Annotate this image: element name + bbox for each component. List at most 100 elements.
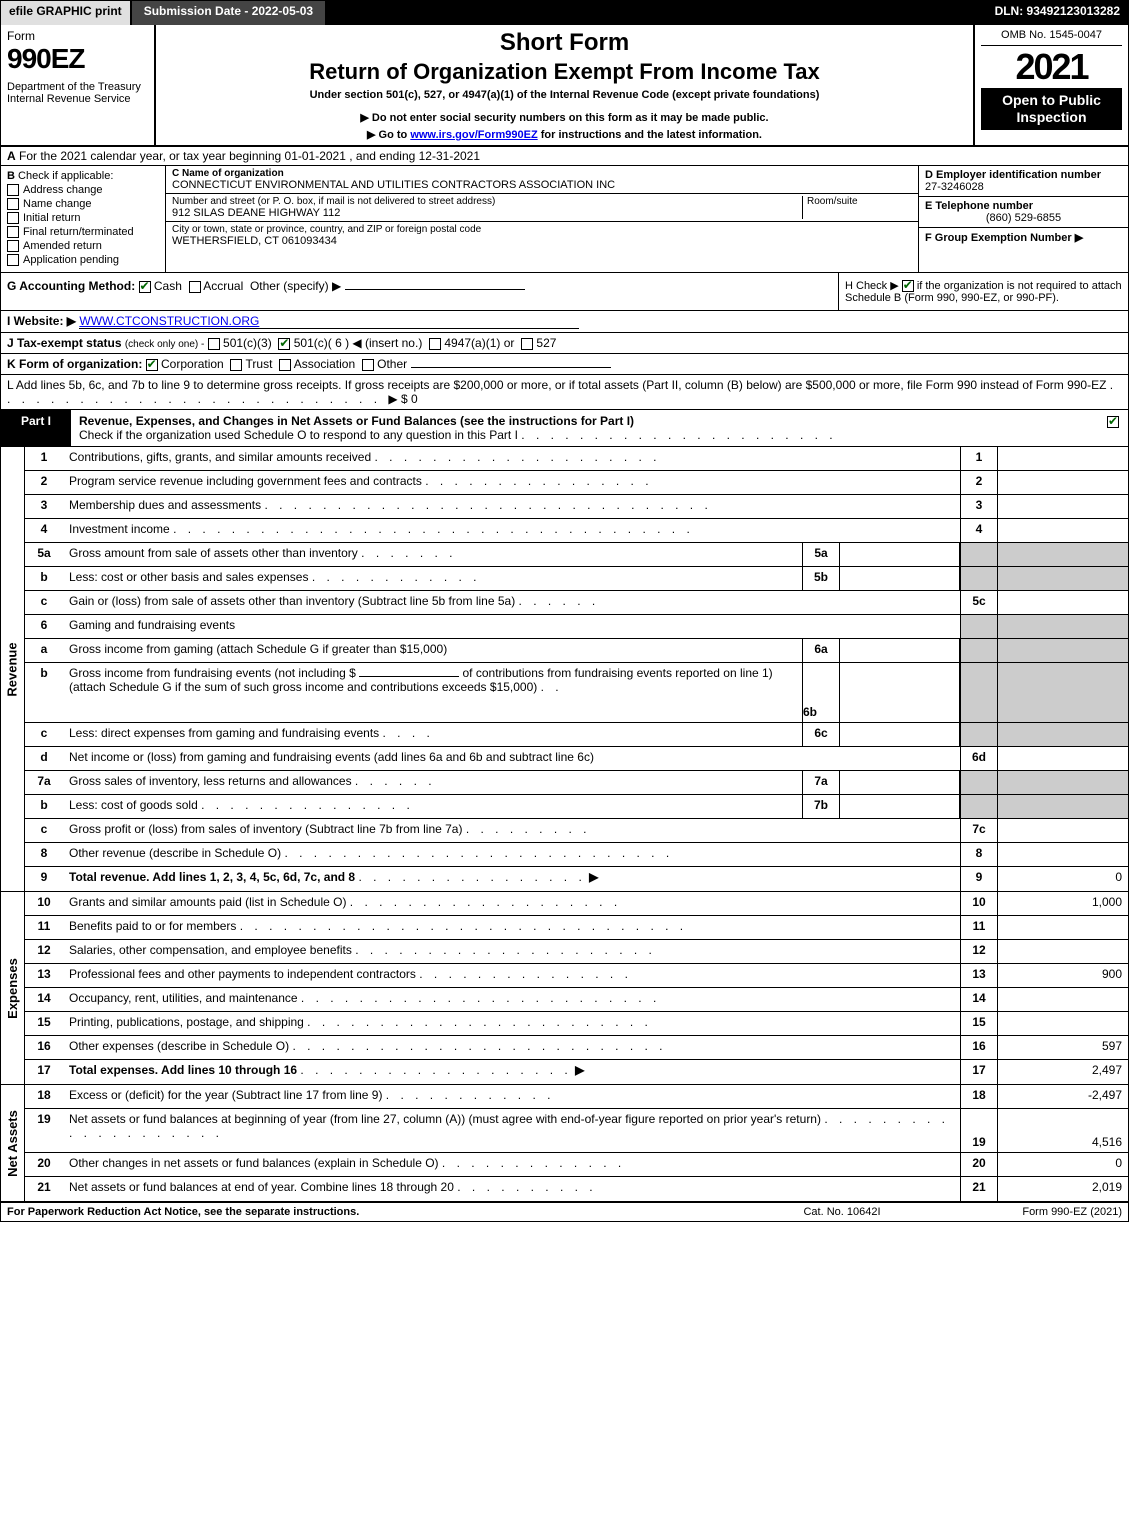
- line-21: 21 Net assets or fund balances at end of…: [25, 1177, 1128, 1201]
- topbar-spacer: [327, 1, 986, 25]
- num-6b: b: [25, 663, 63, 722]
- checkbox-corporation[interactable]: [146, 359, 158, 371]
- checkbox-other-org[interactable]: [362, 359, 374, 371]
- txt-12: Salaries, other compensation, and employ…: [63, 940, 960, 963]
- txt-11-span: Benefits paid to or for members: [69, 919, 236, 933]
- endval-18: -2,497: [998, 1085, 1128, 1108]
- subval-7a: [840, 771, 960, 794]
- K-o1: Corporation: [161, 357, 224, 371]
- num-17: 17: [25, 1060, 63, 1084]
- line-3: 3 Membership dues and assessments . . . …: [25, 495, 1128, 519]
- G-other-input[interactable]: [345, 289, 525, 290]
- line-10: 10 Grants and similar amounts paid (list…: [25, 892, 1128, 916]
- subnum-6a: 6a: [802, 639, 840, 662]
- endval-19: 4,516: [998, 1109, 1128, 1152]
- form-word: Form: [7, 29, 148, 43]
- checkbox-name-change[interactable]: [7, 198, 19, 210]
- input-6b-amount[interactable]: [359, 676, 459, 677]
- dots-7b: . . . . . . . . . . . . . . .: [201, 798, 414, 812]
- netassets-body: 18 Excess or (deficit) for the year (Sub…: [25, 1085, 1128, 1201]
- G-accrual: Accrual: [203, 279, 243, 293]
- E-label: E Telephone number: [925, 200, 1033, 212]
- line-2: 2 Program service revenue including gove…: [25, 471, 1128, 495]
- part-I-check-text: Check if the organization used Schedule …: [79, 428, 518, 442]
- checkbox-H[interactable]: [902, 280, 914, 292]
- endval-8: [998, 843, 1128, 866]
- endval-3: [998, 495, 1128, 518]
- num-14: 14: [25, 988, 63, 1011]
- endnum-8: 8: [960, 843, 998, 866]
- txt-7a: Gross sales of inventory, less returns a…: [63, 771, 802, 794]
- topbar: efile GRAPHIC print Submission Date - 20…: [1, 1, 1128, 25]
- txt-5a: Gross amount from sale of assets other t…: [63, 543, 802, 566]
- txt-20-span: Other changes in net assets or fund bala…: [69, 1156, 439, 1170]
- B-item-0: Address change: [23, 184, 103, 196]
- dots-1: . . . . . . . . . . . . . . . . . . . .: [374, 450, 660, 464]
- endnum-9: 9: [960, 867, 998, 891]
- checkbox-accrual[interactable]: [189, 281, 201, 293]
- txt-13: Professional fees and other payments to …: [63, 964, 960, 987]
- dots-5a: . . . . . . .: [361, 546, 456, 560]
- line-17: 17 Total expenses. Add lines 10 through …: [25, 1060, 1128, 1084]
- K-other-input[interactable]: [411, 367, 611, 368]
- omb-number: OMB No. 1545-0047: [981, 29, 1122, 46]
- website-link[interactable]: WWW.CTCONSTRUCTION.ORG: [79, 314, 579, 329]
- txt-3: Membership dues and assessments . . . . …: [63, 495, 960, 518]
- txt-7a-span: Gross sales of inventory, less returns a…: [69, 774, 352, 788]
- B-item-3: Final return/terminated: [23, 226, 134, 238]
- checkbox-527[interactable]: [521, 338, 533, 350]
- txt-19: Net assets or fund balances at beginning…: [63, 1109, 960, 1152]
- checkbox-cash[interactable]: [139, 281, 151, 293]
- irs-link[interactable]: www.irs.gov/Form990EZ: [410, 129, 537, 141]
- endval-5c: [998, 591, 1128, 614]
- num-7b: b: [25, 795, 63, 818]
- line-J: J Tax-exempt status (check only one) - 5…: [1, 333, 1128, 354]
- txt-7b-span: Less: cost of goods sold: [69, 798, 198, 812]
- J-sub: (check only one) -: [125, 339, 204, 350]
- txt-7c: Gross profit or (loss) from sales of inv…: [63, 819, 960, 842]
- line-6d: d Net income or (loss) from gaming and f…: [25, 747, 1128, 771]
- arrow-9: ▶: [589, 870, 598, 884]
- checkbox-application-pending[interactable]: [7, 254, 19, 266]
- line-6b: b Gross income from fundraising events (…: [25, 663, 1128, 723]
- dots-6c: . . . .: [383, 726, 434, 740]
- subtitle-goto: ▶ Go to www.irs.gov/Form990EZ for instru…: [164, 128, 965, 141]
- endval-17: 2,497: [998, 1060, 1128, 1084]
- txt-6: Gaming and fundraising events: [63, 615, 960, 638]
- num-5a: 5a: [25, 543, 63, 566]
- num-18: 18: [25, 1085, 63, 1108]
- efile-print-button[interactable]: efile GRAPHIC print: [1, 1, 132, 25]
- checkbox-initial-return[interactable]: [7, 212, 19, 224]
- checkbox-amended-return[interactable]: [7, 240, 19, 252]
- endnum-20: 20: [960, 1153, 998, 1176]
- endval-1: [998, 447, 1128, 470]
- K-label: K Form of organization:: [7, 357, 142, 371]
- tax-year: 2021: [981, 46, 1122, 88]
- endval-2: [998, 471, 1128, 494]
- submission-date: Submission Date - 2022-05-03: [132, 1, 327, 25]
- txt-5c-span: Gain or (loss) from sale of assets other…: [69, 594, 515, 608]
- endval-11: [998, 916, 1128, 939]
- checkbox-association[interactable]: [279, 359, 291, 371]
- checkbox-final-return[interactable]: [7, 226, 19, 238]
- endval-6c-shade: [998, 723, 1128, 746]
- txt-17-span: Total expenses. Add lines 10 through 16: [69, 1063, 297, 1077]
- checkbox-501c[interactable]: [278, 338, 290, 350]
- num-8: 8: [25, 843, 63, 866]
- line-20: 20 Other changes in net assets or fund b…: [25, 1153, 1128, 1177]
- dots-4: . . . . . . . . . . . . . . . . . . . . …: [173, 522, 694, 536]
- endval-6d: [998, 747, 1128, 770]
- checkbox-501c3[interactable]: [208, 338, 220, 350]
- checkbox-schedule-o[interactable]: [1107, 416, 1119, 428]
- checkbox-4947[interactable]: [429, 338, 441, 350]
- line-11: 11 Benefits paid to or for members . . .…: [25, 916, 1128, 940]
- dots-11: . . . . . . . . . . . . . . . . . . . . …: [240, 919, 687, 933]
- dots-10: . . . . . . . . . . . . . . . . . . .: [350, 895, 621, 909]
- checkbox-address-change[interactable]: [7, 184, 19, 196]
- checkbox-trust[interactable]: [230, 359, 242, 371]
- endnum-17: 17: [960, 1060, 998, 1084]
- line-L: L Add lines 5b, 6c, and 7b to line 9 to …: [1, 375, 1128, 410]
- endval-20: 0: [998, 1153, 1128, 1176]
- revenue-section: Revenue 1 Contributions, gifts, grants, …: [1, 447, 1128, 892]
- D-label: D Employer identification number: [925, 169, 1101, 181]
